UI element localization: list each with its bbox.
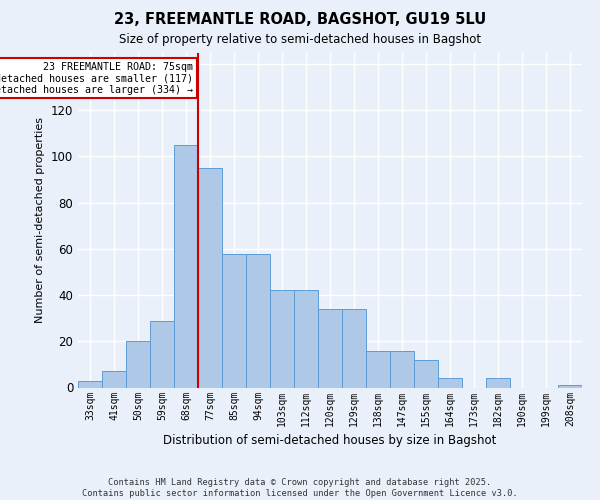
Bar [126,342,150,388]
Bar [438,378,462,388]
Bar [390,350,414,388]
Bar [294,290,318,388]
Bar [222,254,246,388]
Bar [318,309,342,388]
Bar [174,145,198,388]
Bar [366,350,390,388]
Bar [486,378,510,388]
X-axis label: Distribution of semi-detached houses by size in Bagshot: Distribution of semi-detached houses by … [163,434,497,447]
Y-axis label: Number of semi-detached properties: Number of semi-detached properties [35,117,45,323]
Bar [246,254,270,388]
Bar [558,385,582,388]
Bar [342,309,366,388]
Text: Size of property relative to semi-detached houses in Bagshot: Size of property relative to semi-detach… [119,32,481,46]
Bar [270,290,294,388]
Bar [198,168,222,388]
Bar [150,320,174,388]
Bar [102,372,126,388]
Text: 23, FREEMANTLE ROAD, BAGSHOT, GU19 5LU: 23, FREEMANTLE ROAD, BAGSHOT, GU19 5LU [114,12,486,28]
Bar [78,380,102,388]
Text: Contains HM Land Registry data © Crown copyright and database right 2025.
Contai: Contains HM Land Registry data © Crown c… [82,478,518,498]
Text: 23 FREEMANTLE ROAD: 75sqm
← 25% of semi-detached houses are smaller (117)
  72% : 23 FREEMANTLE ROAD: 75sqm ← 25% of semi-… [0,62,193,95]
Bar [414,360,438,388]
